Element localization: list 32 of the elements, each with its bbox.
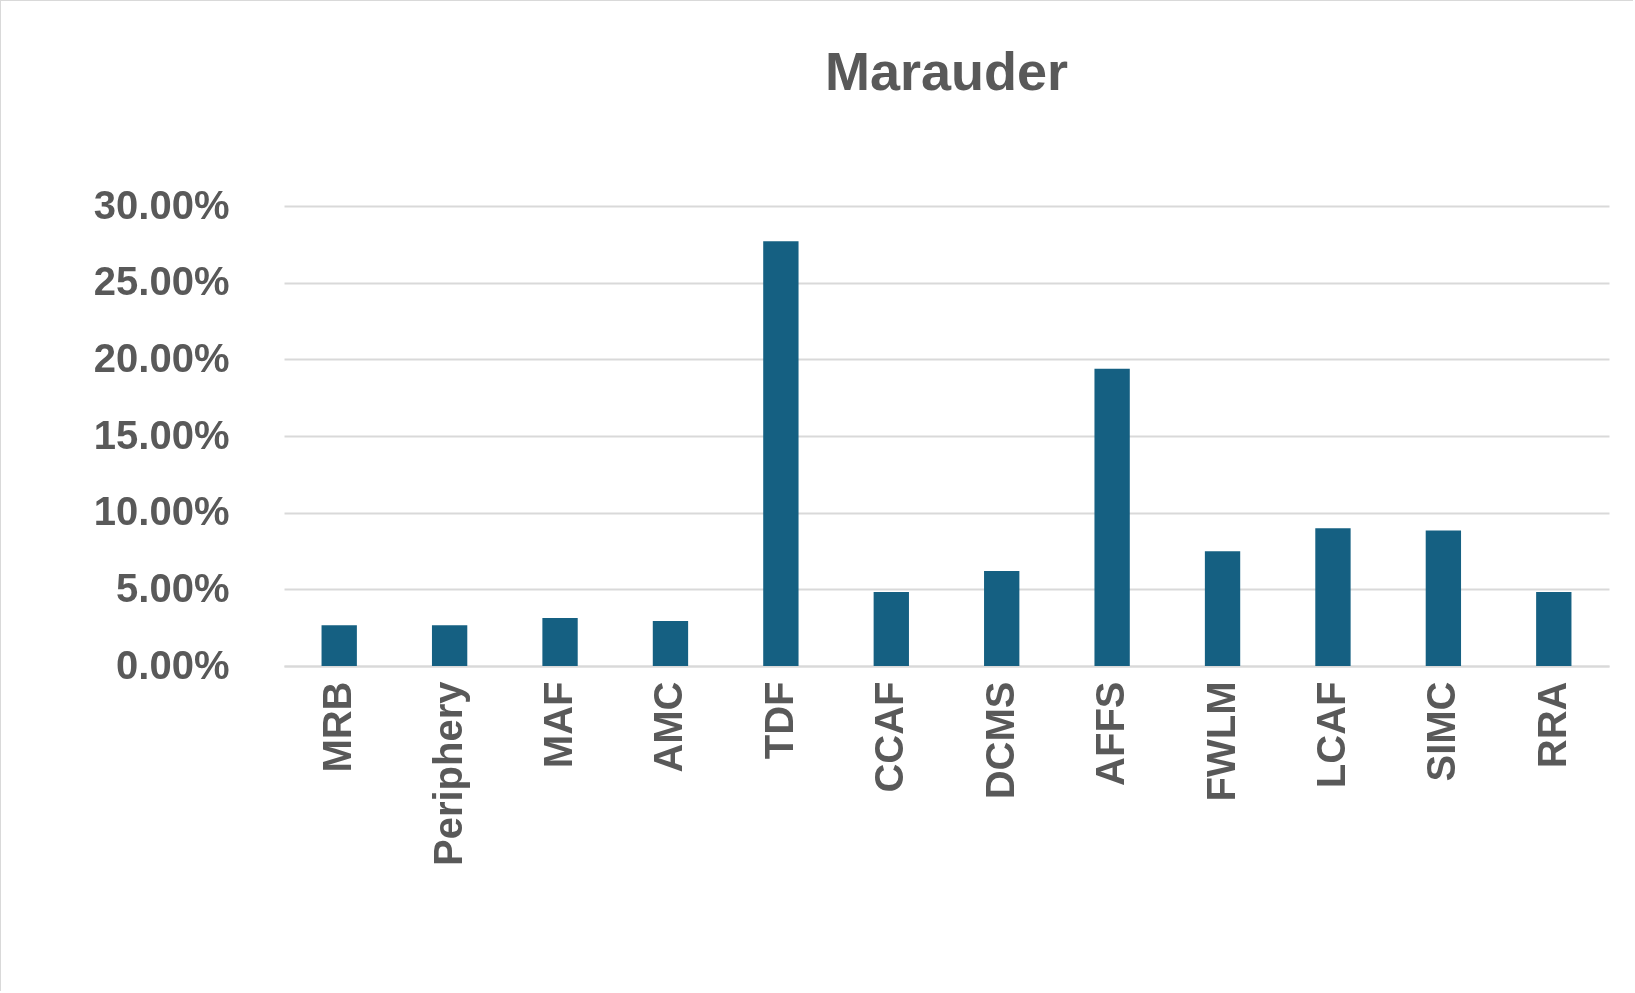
x-tick-label: DCMS <box>977 681 1022 800</box>
y-tick-label: 10.00% <box>93 489 230 534</box>
x-tick-label: AMC <box>646 681 691 773</box>
bar <box>1204 551 1241 666</box>
y-tick-label: 25.00% <box>93 259 230 304</box>
y-tick-label: 30.00% <box>93 182 230 227</box>
bar <box>431 625 468 666</box>
x-tick-label: CCAF <box>867 681 912 793</box>
bar <box>984 571 1020 666</box>
y-tick-label: 15.00% <box>93 412 230 457</box>
x-tick-label: SIMC <box>1419 681 1464 782</box>
y-tick-label: 5.00% <box>116 565 230 610</box>
x-tick-label: MAF <box>536 681 581 769</box>
x-tick-label: MRB <box>315 681 360 773</box>
x-tick-label: RRA <box>1529 681 1574 769</box>
x-tick-label: LCAF <box>1308 681 1353 789</box>
bar <box>873 591 909 666</box>
x-tick-label: Periphery <box>425 680 470 867</box>
chart-title: Marauder <box>824 41 1069 101</box>
bar <box>652 621 689 666</box>
x-tick-label: AFFS <box>1088 681 1133 786</box>
bar <box>542 618 578 666</box>
bar <box>1094 368 1130 666</box>
bar <box>1425 530 1462 666</box>
y-tick-label: 0.00% <box>116 642 230 687</box>
bar <box>763 241 799 666</box>
bar <box>1315 528 1351 666</box>
x-tick-label: FWLM <box>1198 681 1243 802</box>
x-tick-label: TDF <box>756 681 801 760</box>
y-tick-label: 20.00% <box>93 335 230 380</box>
bar <box>321 625 357 666</box>
bar <box>1536 591 1572 666</box>
